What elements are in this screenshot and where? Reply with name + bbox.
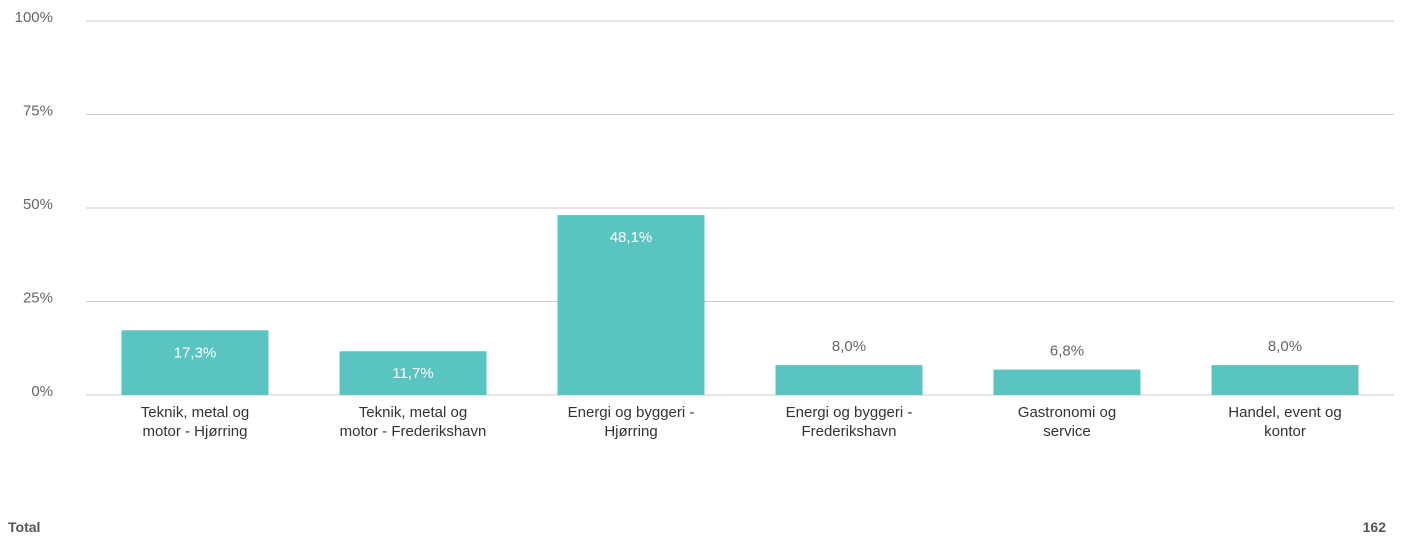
total-label: Total (8, 519, 41, 535)
value-label: 11,7% (392, 365, 433, 382)
value-label: 48,1% (610, 229, 653, 246)
total-value: 162 (1362, 519, 1386, 535)
bar (339, 351, 487, 395)
y-tick-label: 100% (15, 9, 53, 26)
y-tick-label: 0% (31, 383, 53, 400)
x-tick-label: Gastronomi og service (1017, 404, 1117, 440)
x-tick-label: Energi og byggeri - Frederikshavn (785, 404, 913, 440)
x-tick-label: Teknik, metal og motor - Frederikshavn (339, 404, 487, 440)
value-label: 6,8% (1050, 343, 1084, 360)
bar (557, 215, 705, 395)
value-label: 8,0% (1268, 338, 1302, 355)
bar (775, 365, 923, 395)
x-tick-label: Handel, event og kontor (1228, 404, 1342, 440)
x-tick-label: Energi og byggeri - Hjørring (567, 404, 695, 440)
value-label: 17,3% (174, 344, 217, 361)
bar (1211, 365, 1359, 395)
y-tick-label: 75% (23, 102, 53, 119)
bar (121, 330, 269, 395)
y-tick-label: 25% (23, 289, 53, 306)
bar (993, 369, 1141, 395)
x-tick-label: Teknik, metal og motor - Hjørring (140, 404, 250, 440)
y-tick-label: 50% (23, 196, 53, 213)
value-label: 8,0% (832, 338, 866, 355)
